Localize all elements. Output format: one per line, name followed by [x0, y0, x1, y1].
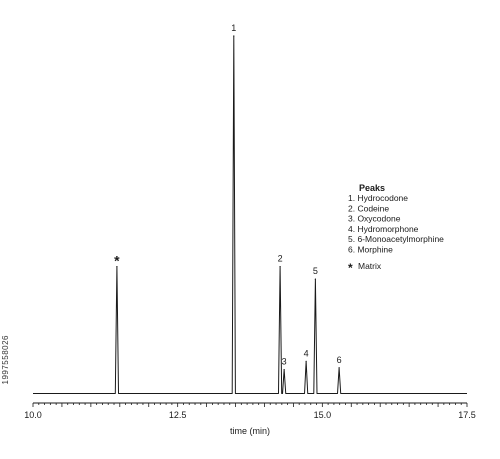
- legend-title: Peaks: [359, 183, 385, 193]
- matrix-peak-label: *: [114, 253, 120, 269]
- peak-apex-5: [314, 278, 316, 280]
- peak-apex-1: [233, 35, 235, 37]
- peak-label-6: 6: [337, 355, 342, 365]
- peak-label-3: 3: [282, 357, 287, 367]
- peak-apex-6: [338, 367, 340, 369]
- legend-matrix-symbol: *: [348, 261, 353, 275]
- peak-apex-2: [279, 265, 281, 268]
- peak-label-2: 2: [278, 254, 283, 264]
- peak-labels: * 1 2 3 4 5 6: [114, 23, 341, 367]
- peak-apex-4: [305, 360, 307, 362]
- chromatogram-trace-group: [33, 35, 467, 394]
- x-tick-label: 12.5: [169, 410, 187, 420]
- legend-entry: 5. 6-Monoacetylmorphine: [348, 234, 444, 244]
- peak-apex-matrix: [116, 265, 118, 268]
- chromatogram-line: [33, 35, 467, 394]
- legend-entry: 4. Hydromorphone: [348, 224, 419, 234]
- x-axis-label: time (min): [230, 426, 270, 436]
- legend-entry: 6. Morphine: [348, 245, 393, 255]
- peak-label-5: 5: [313, 266, 318, 276]
- x-axis: 10.0 12.5 15.0 17.5: [24, 402, 476, 420]
- x-tick-label: 10.0: [24, 410, 42, 420]
- peak-label-1: 1: [231, 23, 236, 33]
- peak-apex-3: [283, 368, 285, 371]
- legend-entry: 3. Oxycodone: [348, 214, 401, 224]
- side-id-text: 1997558026: [1, 335, 10, 385]
- x-tick-label: 15.0: [314, 410, 332, 420]
- legend-entry: 1. Hydrocodone: [348, 193, 408, 203]
- legend-matrix-label: Matrix: [358, 261, 382, 271]
- x-tick-label: 17.5: [458, 410, 476, 420]
- legend-entry: 2. Codeine: [348, 203, 389, 213]
- peak-label-4: 4: [304, 348, 309, 358]
